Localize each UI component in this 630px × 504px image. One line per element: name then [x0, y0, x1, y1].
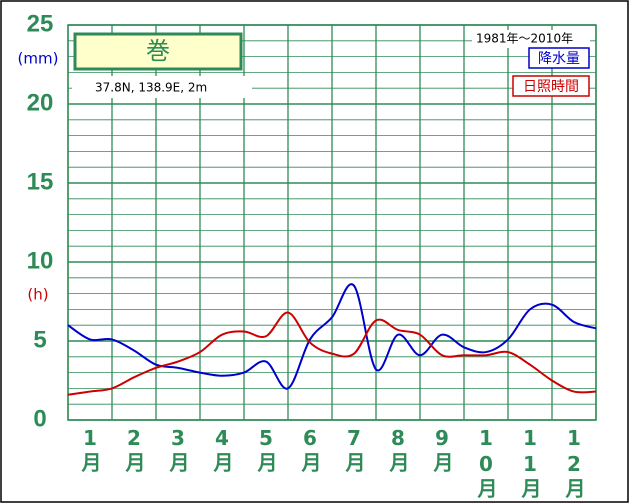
x-tick-label: 11月 — [518, 426, 542, 500]
legend-label: 降水量 — [538, 51, 580, 67]
y-tick-label: 25 — [27, 10, 54, 37]
y-tick-label: 20 — [27, 89, 54, 116]
x-tick-label: 4月 — [210, 426, 234, 474]
x-tick-label: 3月 — [166, 426, 190, 474]
y-label-sun: (h) — [27, 286, 48, 304]
data-line — [67, 311, 597, 396]
subtitle-bg — [72, 76, 252, 98]
y-label-precip: (mm) — [18, 50, 59, 68]
y-tick-label: 15 — [27, 168, 54, 195]
title-box — [73, 32, 243, 71]
plot-frame — [67, 24, 597, 421]
subtitle: 37.8N, 138.9E, 2m — [95, 81, 207, 95]
x-tick-label: 8月 — [386, 426, 410, 474]
y-tick-label: 0 — [33, 405, 46, 432]
x-tick-label: 12月 — [562, 426, 586, 500]
x-tick-label: 5月 — [254, 426, 278, 474]
chart-title: 巻 — [146, 37, 170, 65]
legend-box — [528, 47, 590, 69]
legend-box — [512, 75, 590, 97]
x-tick-label: 1月 — [78, 426, 102, 474]
x-tick-label: 2月 — [122, 426, 146, 474]
data-line — [67, 283, 597, 390]
period-bg — [472, 30, 590, 48]
legend-label: 日照時間 — [523, 79, 579, 95]
y-tick-label: 5 — [33, 326, 46, 353]
x-tick-label: 9月 — [430, 426, 454, 474]
x-tick-label: 6月 — [298, 426, 322, 474]
x-tick-label: 7月 — [342, 426, 366, 474]
period: 1981年〜2010年 — [476, 32, 573, 46]
x-tick-label: 10月 — [474, 426, 498, 500]
y-tick-label: 10 — [27, 247, 54, 274]
